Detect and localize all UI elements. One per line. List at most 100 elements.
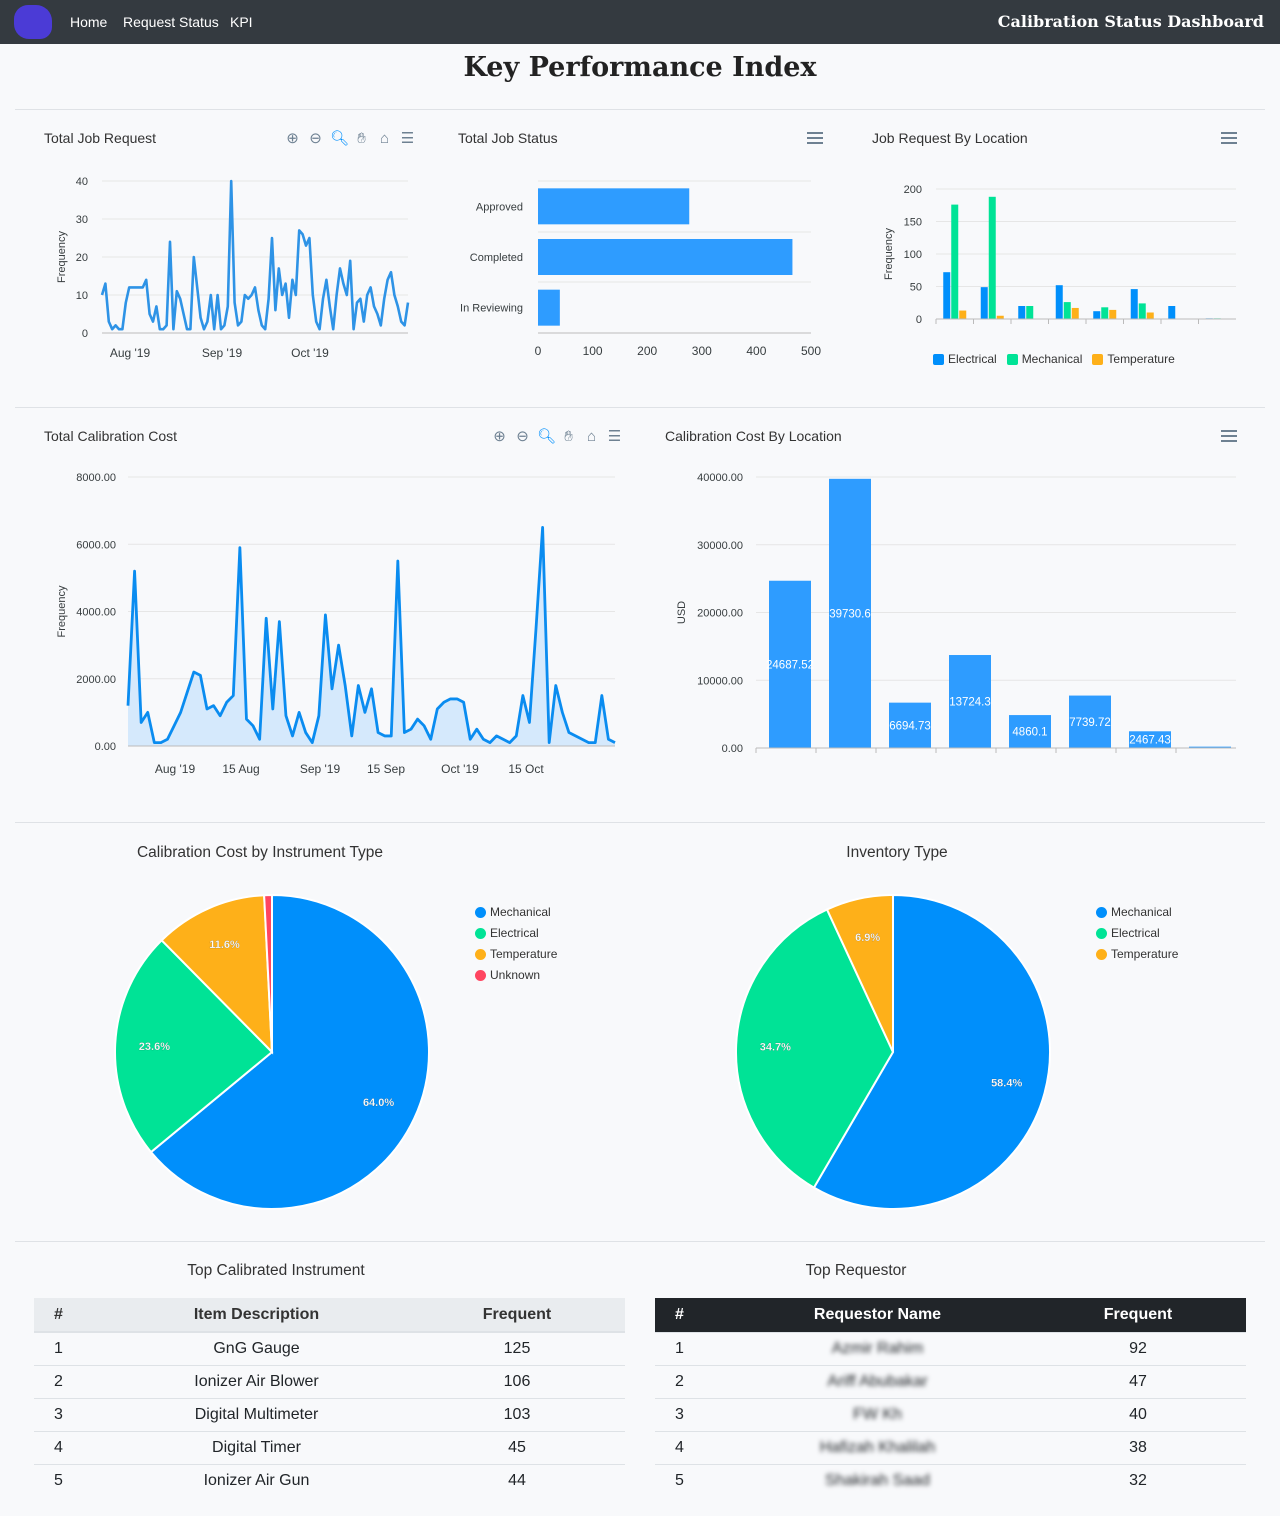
legend-marker (475, 969, 486, 981)
legend-label: Electrical (1111, 926, 1160, 940)
x-tick-label: 100 (583, 344, 603, 358)
requestor-name: Ariff Abubakar (725, 1364, 1030, 1398)
y-tick-label: 40000.00 (697, 472, 743, 484)
chart-title-total-calibration-cost: Total Calibration Cost (44, 428, 178, 444)
legend-marker (1096, 927, 1107, 939)
chart-total-job-status[interactable]: Approved Completed In Reviewing 0 100 200 300 4… (440, 165, 840, 370)
bar (996, 315, 1004, 319)
legend-label: Temperature (1107, 352, 1175, 366)
table-cell: 38 (1030, 1430, 1246, 1464)
chart-title-job-request-by-location: Job Request By Location (872, 130, 1028, 146)
menu-icon[interactable]: ☰ (400, 130, 415, 147)
nav-kpi-link[interactable]: KPI (230, 14, 253, 30)
pie-slice (160, 894, 274, 1055)
menu-icon[interactable] (1221, 132, 1237, 144)
zoom-in-icon[interactable]: ⊕ (286, 130, 299, 147)
slice-label: 34.7% (760, 1041, 791, 1053)
pie-inventory-type[interactable]: 58.4% 34.7% 6.9% (721, 880, 1066, 1225)
bar-data-label: 2467.43 (1129, 735, 1171, 747)
x-tick-label: Oct '19 (441, 762, 479, 776)
chart-total-job-request[interactable]: 0 10 20 30 40 Frequency Aug '19 Sep '19 Oct '19 (40, 165, 420, 370)
chart-toolbar: ⊕ ⊖ 🔍︎ ✋︎ ⌂ ☰ (491, 427, 623, 446)
bar (1055, 285, 1063, 319)
zoom-out-icon[interactable]: ⊖ (516, 428, 529, 445)
menu-icon[interactable]: ☰ (607, 428, 622, 445)
requestor-name: Azmir Rahim (725, 1331, 1030, 1365)
menu-icon[interactable] (1221, 430, 1237, 442)
zoom-in-icon[interactable]: ⊕ (493, 428, 506, 445)
app-logo[interactable] (14, 5, 52, 39)
legend-item-electrical[interactable]: Electrical (1096, 926, 1178, 940)
table-header[interactable]: # (655, 1298, 725, 1332)
legend-item-mechanical[interactable]: Mechanical (1096, 905, 1178, 919)
table-header[interactable]: Item Description (104, 1298, 409, 1333)
legend-label: Electrical (490, 926, 539, 940)
legend-item-temperature[interactable]: Temperature (475, 947, 557, 961)
y-tick-label: 0.00 (95, 741, 116, 753)
pan-icon[interactable]: ✋︎ (564, 427, 573, 445)
x-tick-label: Aug '19 (155, 762, 196, 776)
bar (1071, 307, 1079, 319)
bar (1063, 302, 1071, 319)
x-tick-label: Sep '19 (202, 346, 243, 360)
bar-data-label: 4860.1 (1012, 727, 1047, 739)
pie-cost-by-instrument-type[interactable]: 64.0% 23.6% 11.6% (100, 880, 445, 1225)
x-tick-label: Sep '19 (300, 762, 341, 776)
zoom-out-icon[interactable]: ⊖ (309, 130, 322, 147)
nav-home-link[interactable]: Home (70, 14, 108, 30)
table-header[interactable]: Requestor Name (725, 1298, 1030, 1332)
chart-total-calibration-cost[interactable]: 0.00 2000.00 4000.00 6000.00 8000.00 Frequenc… (40, 460, 630, 790)
top-requestors-table: # Requestor Name Frequent 1 Azmir Rahim 92… (655, 1298, 1246, 1497)
divider (15, 1241, 1265, 1242)
navbar-brand[interactable]: Calibration Status Dashboard (997, 12, 1264, 31)
table-cell: GnG Gauge (104, 1331, 409, 1365)
table-row: 5 Ionizer Air Gun 44 (34, 1463, 625, 1497)
legend-item-mechanical[interactable]: Mechanical (475, 905, 557, 919)
nav-request-status-link[interactable]: Request Status (123, 14, 219, 30)
x-tick-label: 200 (637, 344, 657, 358)
x-tick-label: 15 Oct (508, 762, 544, 776)
table-header[interactable]: # (34, 1298, 104, 1333)
legend-label: Mechanical (1021, 352, 1083, 366)
y-tick-label: 0.00 (722, 743, 743, 755)
home-icon[interactable]: ⌂ (379, 129, 390, 147)
table-cell: 92 (1030, 1331, 1246, 1365)
legend-item-electrical[interactable]: Electrical (933, 352, 997, 366)
bar (1109, 309, 1117, 319)
chart-title-total-job-request: Total Job Request (44, 130, 157, 146)
table-cell: Digital Multimeter (104, 1397, 409, 1431)
zoom-selection-icon[interactable]: 🔍︎ (330, 130, 350, 147)
bar (951, 204, 959, 319)
table-header[interactable]: Frequent (1030, 1298, 1246, 1332)
y-tick-label: 30000.00 (697, 540, 743, 552)
legend-label: Mechanical (490, 905, 551, 919)
pan-icon[interactable]: ✋︎ (357, 129, 366, 147)
chart-job-request-by-location[interactable]: 0 50 100 150 200 Frequency (870, 165, 1250, 345)
requestor-name: Shakirah Saad (725, 1463, 1030, 1497)
legend-item-mechanical[interactable]: Mechanical (1006, 352, 1083, 366)
table-row: 2 Ariff Abubakar 47 (655, 1364, 1246, 1398)
bar-data-label: 13724.3 (949, 697, 991, 709)
bar (988, 196, 996, 319)
legend-item-unknown[interactable]: Unknown (475, 968, 557, 982)
y-tick-label: 20 (76, 252, 88, 264)
table-cell: Digital Timer (104, 1430, 409, 1464)
menu-icon[interactable] (807, 132, 823, 144)
zoom-selection-icon[interactable]: 🔍︎ (537, 428, 557, 445)
legend-marker (475, 927, 486, 939)
home-icon[interactable]: ⌂ (586, 427, 597, 445)
y-tick-label: 6000.00 (76, 539, 116, 551)
table-header[interactable]: Frequent (409, 1298, 625, 1333)
bar-data-label: 6694.73 (889, 720, 931, 732)
table-cell: 45 (409, 1430, 625, 1464)
bar (769, 580, 811, 748)
legend-item-temperature[interactable]: Temperature (1096, 947, 1178, 961)
chart-calibration-cost-by-location[interactable]: 0.00 10000.00 20000.00 30000.00 40000.00 USD 2… (660, 460, 1250, 790)
top-instruments-table: # Item Description Frequent 1 GnG Gauge 12… (34, 1298, 625, 1497)
legend-item-electrical[interactable]: Electrical (475, 926, 557, 940)
table-title-top-requestors: Top Requestor (805, 1262, 907, 1279)
legend-label: Unknown (490, 968, 541, 982)
legend-item-temperature[interactable]: Temperature (1092, 352, 1175, 366)
y-tick-label: 4000.00 (76, 607, 116, 619)
series-area (128, 527, 615, 746)
